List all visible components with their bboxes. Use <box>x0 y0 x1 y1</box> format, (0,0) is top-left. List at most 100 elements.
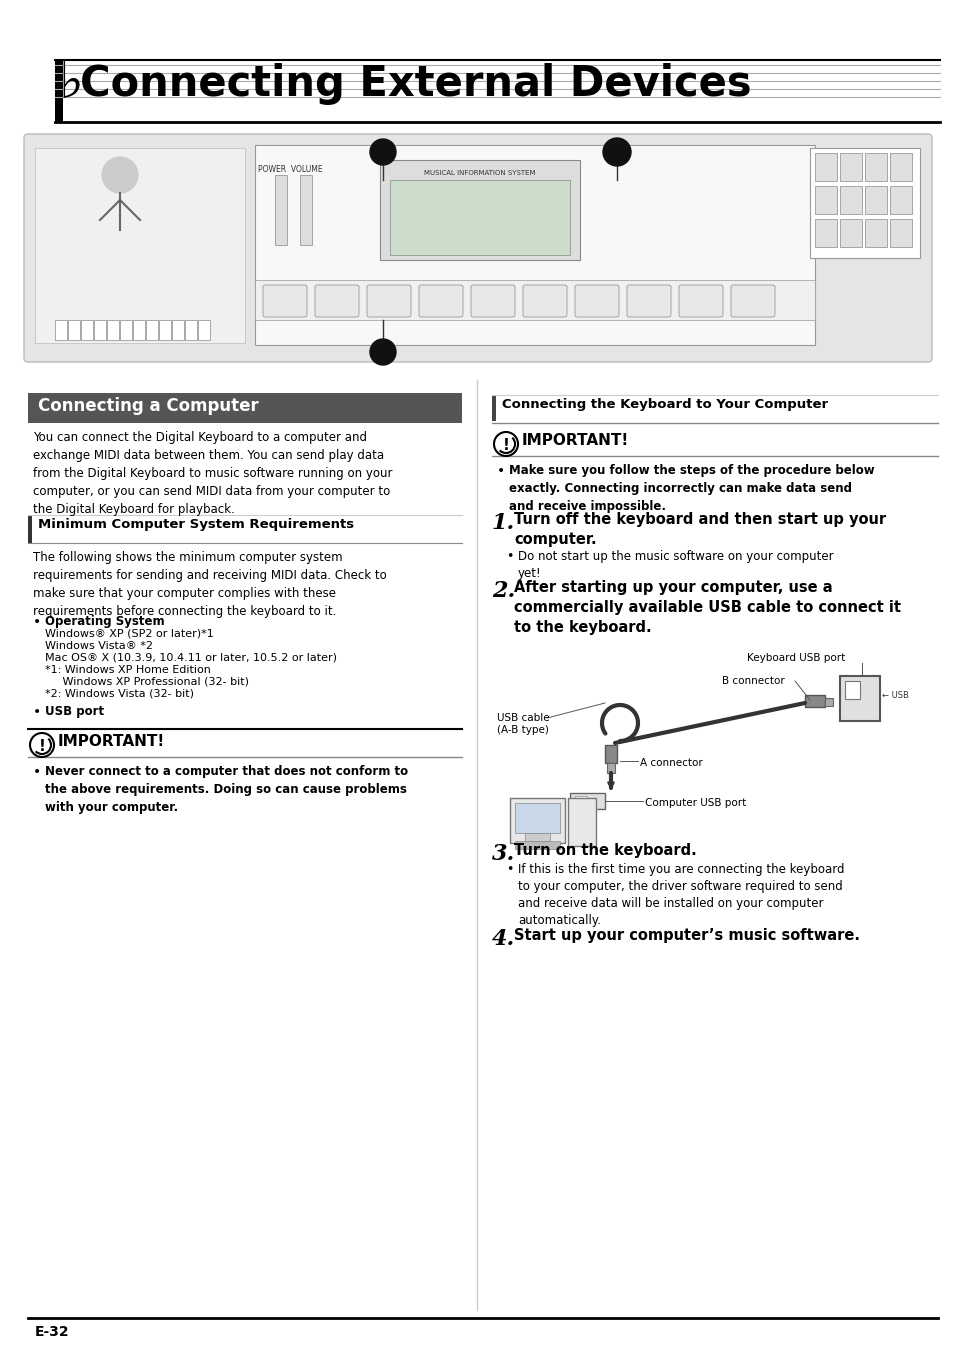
Text: Connecting a Computer: Connecting a Computer <box>38 398 258 415</box>
Text: •: • <box>33 705 41 718</box>
Text: 1.: 1. <box>492 512 515 534</box>
Bar <box>35 148 245 342</box>
Text: Computer USB port: Computer USB port <box>644 798 745 807</box>
Text: Windows Vista® *2: Windows Vista® *2 <box>45 642 152 651</box>
Bar <box>824 698 832 706</box>
Bar <box>575 797 586 803</box>
Bar <box>390 181 569 255</box>
Text: E-32: E-32 <box>35 1325 70 1339</box>
Text: •: • <box>33 766 41 779</box>
Circle shape <box>494 431 517 456</box>
Text: Windows® XP (SP2 or later)*1: Windows® XP (SP2 or later)*1 <box>45 630 213 639</box>
Text: Turn on the keyboard.: Turn on the keyboard. <box>514 842 696 857</box>
Text: •: • <box>505 863 513 876</box>
Text: 4.: 4. <box>492 927 515 950</box>
Bar <box>840 154 862 181</box>
Text: Connecting the Keyboard to Your Computer: Connecting the Keyboard to Your Computer <box>501 398 827 411</box>
Bar <box>889 186 911 214</box>
Text: Never connect to a computer that does not conform to
the above requirements. Doi: Never connect to a computer that does no… <box>45 766 408 814</box>
Text: Operating System: Operating System <box>45 615 165 628</box>
Text: A connector: A connector <box>639 758 702 768</box>
Bar <box>840 675 879 721</box>
Text: POWER  VOLUME: POWER VOLUME <box>257 164 322 174</box>
Bar <box>159 319 171 340</box>
Bar <box>274 175 287 245</box>
FancyBboxPatch shape <box>522 284 566 317</box>
FancyBboxPatch shape <box>263 284 307 317</box>
Bar <box>132 319 145 340</box>
Bar <box>254 146 814 345</box>
Bar <box>107 319 119 340</box>
FancyBboxPatch shape <box>626 284 670 317</box>
Text: !: ! <box>38 739 46 754</box>
Bar <box>55 61 63 123</box>
Text: If this is the first time you are connecting the keyboard
to your computer, the : If this is the first time you are connec… <box>517 863 843 927</box>
Circle shape <box>602 137 630 166</box>
Text: USB port: USB port <box>45 705 104 718</box>
Bar <box>28 515 32 543</box>
Text: Minimum Computer System Requirements: Minimum Computer System Requirements <box>38 518 354 531</box>
Text: *1: Windows XP Home Edition: *1: Windows XP Home Edition <box>45 665 211 675</box>
Bar <box>889 218 911 247</box>
Text: 11: 11 <box>374 345 392 359</box>
Text: Keyboard USB port: Keyboard USB port <box>746 652 844 663</box>
Bar <box>94 319 106 340</box>
Bar <box>515 803 559 833</box>
Text: 13: 13 <box>608 146 625 159</box>
Text: IMPORTANT!: IMPORTANT! <box>521 433 629 448</box>
Bar <box>569 793 604 809</box>
Text: B connector: B connector <box>721 675 784 686</box>
FancyBboxPatch shape <box>367 284 411 317</box>
Text: USB cable
(A-B type): USB cable (A-B type) <box>497 713 549 735</box>
Bar <box>814 186 836 214</box>
Text: 3.: 3. <box>492 842 515 865</box>
Bar <box>146 319 158 340</box>
Bar <box>55 319 67 340</box>
Text: ← USB: ← USB <box>882 692 908 700</box>
Bar <box>379 160 579 260</box>
Text: Turn off the keyboard and then start up your
computer.: Turn off the keyboard and then start up … <box>514 512 885 547</box>
Text: The following shows the minimum computer system
requirements for sending and rec: The following shows the minimum computer… <box>33 551 386 617</box>
Text: •: • <box>505 550 513 563</box>
Bar <box>809 148 919 257</box>
FancyBboxPatch shape <box>575 284 618 317</box>
Bar <box>510 798 564 842</box>
Text: Start up your computer’s music software.: Start up your computer’s music software. <box>514 927 859 944</box>
Bar <box>515 841 559 849</box>
Text: 3: 3 <box>378 146 387 159</box>
Circle shape <box>370 338 395 365</box>
Bar <box>198 319 210 340</box>
Bar <box>567 798 596 847</box>
Bar <box>120 319 132 340</box>
Bar <box>889 154 911 181</box>
FancyBboxPatch shape <box>418 284 462 317</box>
FancyBboxPatch shape <box>24 133 931 363</box>
Text: Windows XP Professional (32- bit): Windows XP Professional (32- bit) <box>45 677 249 687</box>
FancyBboxPatch shape <box>679 284 722 317</box>
Circle shape <box>30 733 54 758</box>
Bar <box>492 395 496 421</box>
Bar <box>68 319 80 340</box>
FancyBboxPatch shape <box>730 284 774 317</box>
Bar <box>804 696 824 706</box>
Bar <box>814 218 836 247</box>
Text: You can connect the Digital Keyboard to a computer and
exchange MIDI data betwee: You can connect the Digital Keyboard to … <box>33 431 392 516</box>
Text: *2: Windows Vista (32- bit): *2: Windows Vista (32- bit) <box>45 689 193 700</box>
Text: !: ! <box>502 438 509 453</box>
Bar <box>606 763 615 772</box>
Text: 2.: 2. <box>492 580 515 603</box>
Text: MUSICAL INFORMATION SYSTEM: MUSICAL INFORMATION SYSTEM <box>424 170 536 177</box>
Bar <box>840 186 862 214</box>
Bar <box>844 681 859 700</box>
Bar <box>172 319 184 340</box>
FancyBboxPatch shape <box>471 284 515 317</box>
Bar <box>185 319 196 340</box>
Text: IMPORTANT!: IMPORTANT! <box>58 735 165 749</box>
Text: Mac OS® X (10.3.9, 10.4.11 or later, 10.5.2 or later): Mac OS® X (10.3.9, 10.4.11 or later, 10.… <box>45 652 336 663</box>
Bar <box>299 175 312 245</box>
Bar <box>604 745 617 763</box>
FancyBboxPatch shape <box>314 284 358 317</box>
Text: Do not start up the music software on your computer
yet!: Do not start up the music software on yo… <box>517 550 833 580</box>
Bar <box>524 833 550 841</box>
Text: Connecting External Devices: Connecting External Devices <box>80 63 751 105</box>
